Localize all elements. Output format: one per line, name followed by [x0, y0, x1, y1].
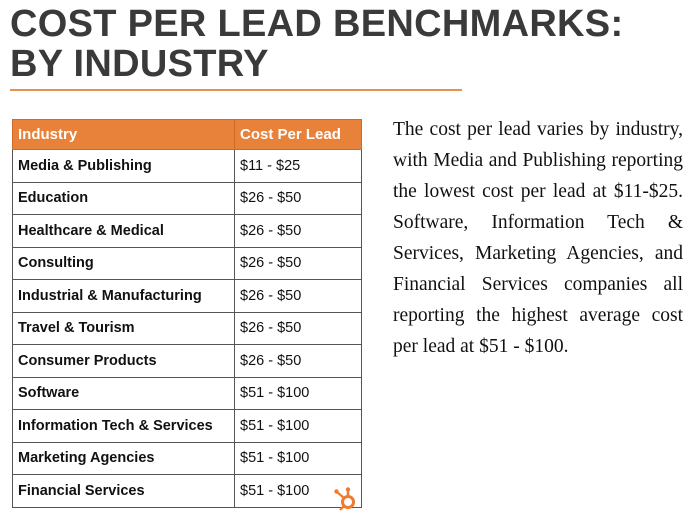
title: COST PER LEAD BENCHMARKS: BY INDUSTRY	[10, 4, 623, 84]
table-row: Information Tech & Services $51 - $100	[12, 409, 362, 443]
benchmark-table: Industry Cost Per Lead Media & Publishin…	[12, 119, 362, 508]
cost-cell: $26 - $50	[234, 344, 362, 378]
table-row: Industrial & Manufacturing $26 - $50	[12, 279, 362, 313]
cost-cell: $26 - $50	[234, 214, 362, 248]
table-row: Software $51 - $100	[12, 376, 362, 410]
cost-cell: $51 - $100	[234, 441, 362, 475]
table-row: Education $26 - $50	[12, 181, 362, 215]
industry-cell: Software	[12, 376, 235, 410]
industry-cell: Industrial & Manufacturing	[12, 279, 235, 313]
body-text: The cost per lead varies by industry, wi…	[393, 119, 683, 357]
cost-cell: $26 - $50	[234, 181, 362, 215]
cost-cell: $26 - $50	[234, 246, 362, 280]
hubspot-logo	[334, 487, 355, 511]
industry-cell: Healthcare & Medical	[12, 214, 235, 248]
industry-cell: Consulting	[12, 246, 235, 280]
industry-cell: Education	[12, 181, 235, 215]
industry-cell: Information Tech & Services	[12, 409, 235, 443]
table-row: Travel & Tourism $26 - $50	[12, 311, 362, 345]
title-line: COST PER LEAD BENCHMARKS:	[10, 3, 624, 45]
cost-cell: $51 - $100	[234, 376, 362, 410]
column-header: Cost Per Lead	[234, 119, 362, 150]
table-row: Consulting $26 - $50	[12, 246, 362, 280]
title-rule	[10, 89, 462, 91]
table-row: Healthcare & Medical $26 - $50	[12, 214, 362, 248]
industry-cell: Consumer Products	[12, 344, 235, 378]
header-row: Industry Cost Per Lead	[12, 119, 362, 150]
table-row: Media & Publishing $11 - $25	[12, 149, 362, 183]
industry-cell: Marketing Agencies	[12, 441, 235, 475]
table-row: Financial Services $51 - $100	[12, 474, 362, 508]
table-row: Marketing Agencies $51 - $100	[12, 441, 362, 475]
table-body: Media & Publishing $11 - $25 Education $26 …	[12, 149, 362, 508]
cost-cell: $26 - $50	[234, 311, 362, 345]
industry-cell: Travel & Tourism	[12, 311, 235, 345]
title-line: BY INDUSTRY	[10, 43, 269, 85]
cost-cell: $51 - $100	[234, 409, 362, 443]
cost-cell: $26 - $50	[234, 279, 362, 313]
table-row: Consumer Products $26 - $50	[12, 344, 362, 378]
column-header: Industry	[12, 119, 235, 150]
cost-cell: $51 - $100	[234, 474, 362, 508]
table-head: Industry Cost Per Lead	[12, 119, 362, 150]
industry-cell: Media & Publishing	[12, 149, 235, 183]
cost-cell: $11 - $25	[234, 149, 362, 183]
industry-cell: Financial Services	[12, 474, 235, 508]
